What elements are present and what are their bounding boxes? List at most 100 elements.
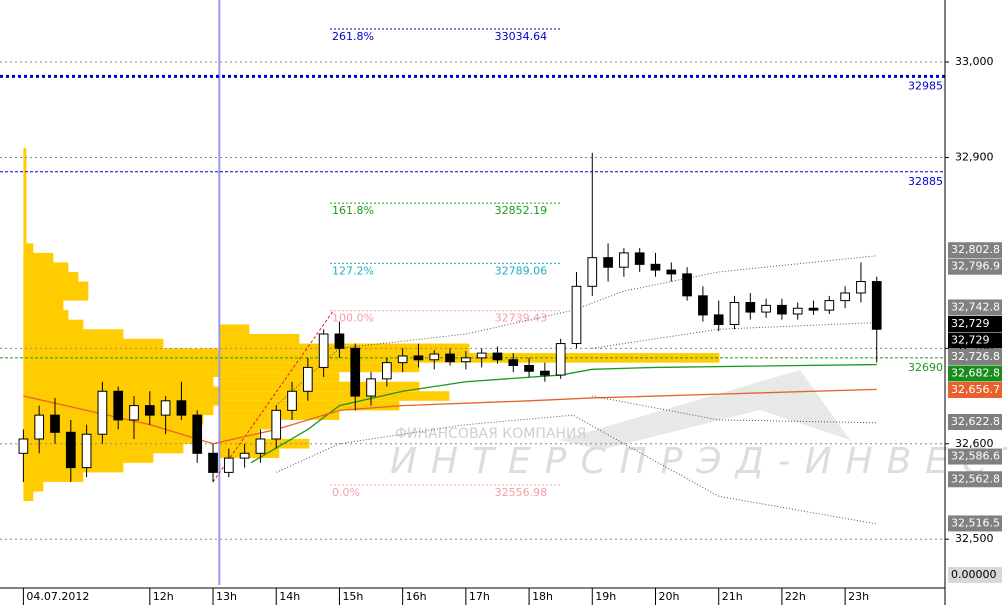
fib-price: 32739.43 <box>495 312 548 325</box>
candle-body <box>792 307 803 315</box>
x-tick-label: 15h <box>342 590 363 603</box>
candle-body <box>698 295 708 316</box>
candle-body <box>429 353 440 361</box>
fib-ratio: 261.8% <box>332 30 374 43</box>
fib-ratio: 100.0% <box>332 312 374 325</box>
x-tick-label: 20h <box>658 590 679 603</box>
fib-price: 32789.06 <box>495 264 548 277</box>
fib-price: 32556.98 <box>495 486 548 499</box>
candle-body <box>571 285 582 345</box>
volume-profile-bar <box>219 419 280 430</box>
candle-body <box>824 300 835 311</box>
x-tick-label: 13h <box>216 590 237 603</box>
candle-body <box>619 252 629 268</box>
candle-body <box>777 304 787 315</box>
fib-price: 32852.19 <box>495 204 548 217</box>
price-tag-label: 32,742.8 <box>951 300 1000 313</box>
x-tick-label: 17h <box>469 590 490 603</box>
indicator-line <box>276 414 877 525</box>
volume-profile-bar <box>23 205 27 225</box>
candle-body <box>856 281 866 294</box>
price-tag <box>948 315 1002 332</box>
candle-body <box>397 355 408 364</box>
candle-body <box>461 357 471 363</box>
candle-body <box>287 390 297 411</box>
price-tag <box>948 242 1002 259</box>
price-tag-label: 32,726.8 <box>951 350 1000 363</box>
candle-body <box>113 390 124 421</box>
candle-body <box>492 352 503 361</box>
y-tick-label: 32,600 <box>955 437 994 450</box>
price-tag <box>948 348 1002 365</box>
y-tick-label: 32,900 <box>955 150 994 163</box>
candle-body <box>761 304 771 313</box>
x-tick-label: 16h <box>406 590 427 603</box>
indicator-line <box>592 395 877 424</box>
level-label: 32885 <box>908 175 943 188</box>
candle-body <box>871 281 882 330</box>
candle-body <box>97 390 108 435</box>
fib-ratio: 127.2% <box>332 264 374 277</box>
candle-body <box>176 400 187 416</box>
candle-body <box>682 273 692 297</box>
indicator-line <box>592 322 877 349</box>
candle-body <box>334 333 345 349</box>
price-tag-label: 32,622.8 <box>951 415 1000 428</box>
indicator-line <box>250 363 877 464</box>
price-tag <box>948 299 1002 316</box>
watermark: ФИНАНСОВАЯ КОМПАНИЯ ИНТЕРСПРЭД-ИНВЕСТ <box>390 370 1007 482</box>
candle-body <box>634 252 645 265</box>
candle-body <box>445 353 455 363</box>
volume-profile-bar <box>219 372 340 382</box>
candle-body <box>223 457 234 473</box>
x-tick-label: 12h <box>153 590 174 603</box>
volume-profile-bar <box>219 324 250 335</box>
candle-body <box>366 378 376 397</box>
candle-body <box>144 405 155 416</box>
price-tag <box>948 515 1002 532</box>
volume-profile-bar <box>219 343 470 354</box>
candle-body <box>413 355 424 361</box>
x-tick-label: 04.07.2012 <box>26 590 89 603</box>
candle-body <box>729 302 740 325</box>
price-tag-label: 32,729 <box>951 333 990 346</box>
price-tag-label: 32,802.8 <box>951 243 1000 256</box>
candle-body <box>840 292 850 302</box>
candle-body <box>160 400 171 416</box>
watermark-logo <box>560 370 850 450</box>
fib-ratio: 0.0% <box>332 486 360 499</box>
fib-ratio: 161.8% <box>332 204 374 217</box>
price-tag-label: 32,562.8 <box>951 472 1000 485</box>
candle-body <box>713 314 724 325</box>
x-tick-label: 18h <box>532 590 553 603</box>
candle-body <box>476 352 487 359</box>
volume-profile-bar <box>219 391 450 401</box>
volume-profile-bar <box>219 429 260 439</box>
y-tick-label: 33,000 <box>955 55 994 68</box>
price-tag-label: 32,729 <box>951 317 990 330</box>
price-tag <box>948 471 1002 488</box>
candle-body <box>255 438 266 454</box>
candle-body <box>18 438 29 454</box>
candle-body <box>208 452 218 473</box>
volume-profile-bar <box>219 381 420 392</box>
candle-body <box>666 269 677 275</box>
candle-body <box>587 257 598 287</box>
price-tag <box>948 381 1002 398</box>
level-label: 32690 <box>908 361 943 374</box>
price-tag-label: 32,586.6 <box>951 450 1000 463</box>
x-tick-label: 21h <box>722 590 743 603</box>
candle-body <box>650 263 661 271</box>
candle-body <box>508 359 519 367</box>
x-tick-label: 23h <box>848 590 869 603</box>
price-tag <box>948 448 1002 465</box>
candle-body <box>318 333 329 368</box>
price-tag-label: 0.00000 <box>951 568 997 581</box>
level-label: 32985 <box>908 79 943 92</box>
candle-body <box>382 362 392 380</box>
volume-profile-bar <box>23 224 27 244</box>
volume-profile-bar <box>23 481 34 502</box>
candle-body <box>81 433 92 469</box>
